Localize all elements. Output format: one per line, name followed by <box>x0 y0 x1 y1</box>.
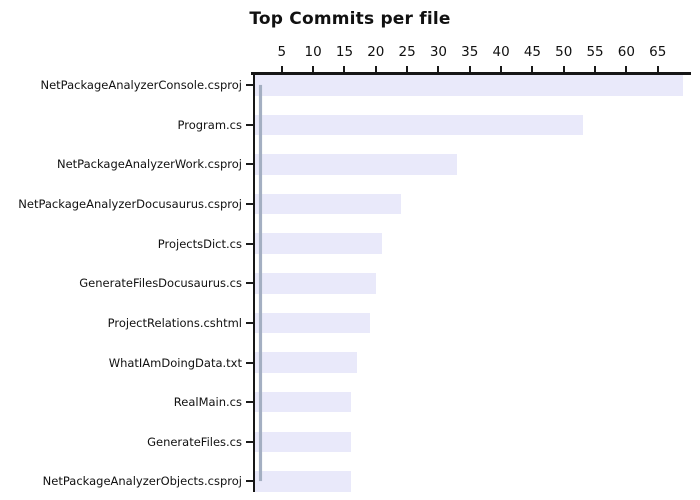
bar <box>255 273 376 294</box>
x-tick-label: 10 <box>304 44 322 60</box>
x-tick <box>625 65 628 72</box>
y-tick <box>245 401 253 404</box>
x-tick-label: 45 <box>523 44 542 60</box>
y-tick <box>245 321 253 324</box>
x-tick-label: 15 <box>335 44 354 60</box>
x-tick-label: 60 <box>617 44 635 60</box>
x-tick <box>531 65 534 72</box>
x-tick <box>594 65 597 72</box>
x-tick <box>656 65 659 72</box>
y-tick <box>245 163 253 166</box>
x-tick-label: 35 <box>461 44 479 60</box>
y-tick <box>245 242 253 245</box>
y-tick <box>245 84 253 87</box>
x-tick <box>437 65 440 72</box>
chart-title: Top Commits per file <box>249 9 451 29</box>
y-axis-label: ProjectsDict.cs <box>157 236 242 251</box>
y-tick <box>245 361 253 364</box>
y-axis-label: NetPackageAnalyzerConsole.csproj <box>40 78 242 93</box>
y-axis-label: GenerateFilesDocusaurus.cs <box>79 276 242 291</box>
bar <box>255 471 351 492</box>
bar <box>255 154 458 175</box>
bar <box>255 193 401 215</box>
y-axis-label: RealMain.cs <box>173 395 242 410</box>
bar <box>255 233 383 254</box>
x-tick <box>406 65 409 72</box>
x-tick <box>280 65 283 72</box>
x-tick-label: 5 <box>277 44 287 60</box>
x-tick-label: 20 <box>367 44 385 60</box>
y-tick <box>245 203 253 206</box>
y-tick <box>245 480 253 483</box>
x-tick <box>312 65 315 72</box>
y-axis-label: NetPackageAnalyzerWork.csproj <box>57 157 242 172</box>
x-tick <box>562 65 565 72</box>
x-tick <box>468 65 471 72</box>
y-tick <box>245 440 253 443</box>
x-tick-label: 40 <box>492 44 510 60</box>
bar <box>255 312 370 334</box>
bar <box>255 75 683 96</box>
bar <box>255 431 351 453</box>
x-tick <box>343 65 346 72</box>
x-tick <box>374 65 377 72</box>
x-tick-label: 55 <box>586 44 604 60</box>
x-tick-label: 50 <box>555 44 573 60</box>
bar <box>255 391 351 413</box>
x-tick <box>500 65 503 72</box>
y-axis-label: ProjectRelations.cshtml <box>107 315 242 330</box>
bar <box>255 352 357 373</box>
y-tick <box>245 123 253 126</box>
y-axis-label: NetPackageAnalyzerDocusaurus.csproj <box>18 197 242 212</box>
overlay-line <box>259 85 263 482</box>
x-tick-label: 30 <box>429 44 448 60</box>
y-axis-line <box>252 71 255 492</box>
y-axis-label: WhatIAmDoingData.txt <box>108 355 242 370</box>
y-axis-label: NetPackageAnalyzerObjects.csproj <box>42 474 242 489</box>
x-axis-line <box>250 71 691 75</box>
bar <box>255 114 583 136</box>
y-tick <box>245 282 253 285</box>
y-axis-label: Program.cs <box>177 117 243 132</box>
y-axis-label: GenerateFiles.cs <box>147 434 242 449</box>
x-tick-label: 65 <box>649 44 667 60</box>
x-tick-label: 25 <box>398 44 416 60</box>
